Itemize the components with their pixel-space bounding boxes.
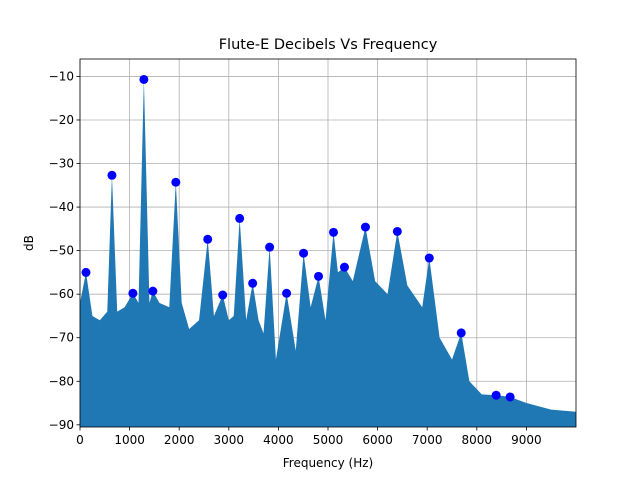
y-tick-label: −90 [49, 418, 74, 432]
x-tick-label: 0 [76, 433, 84, 447]
peak-marker [171, 177, 181, 187]
x-tick-label: 9000 [511, 433, 542, 447]
peak-marker [107, 170, 117, 180]
x-tick-label: 3000 [214, 433, 245, 447]
peak-marker [360, 222, 370, 232]
x-tick-label: 1000 [114, 433, 145, 447]
spectrum-area [80, 79, 576, 427]
peak-marker [456, 328, 466, 338]
peak-marker [81, 267, 91, 277]
peak-marker [235, 213, 245, 223]
peak-marker [148, 286, 158, 296]
peak-marker [299, 248, 309, 258]
x-tick-label: 4000 [263, 433, 294, 447]
peak-marker [218, 290, 228, 300]
peak-marker [139, 74, 149, 84]
peak-marker [329, 227, 339, 237]
peak-marker [282, 288, 292, 298]
x-tick-label: 6000 [362, 433, 393, 447]
y-tick-label: −30 [49, 157, 74, 171]
y-tick-label: −50 [49, 244, 74, 258]
peak-marker [491, 390, 501, 400]
x-axis-label: Frequency (Hz) [283, 456, 374, 470]
x-tick-label: 8000 [462, 433, 493, 447]
peak-marker [392, 226, 402, 236]
peak-marker [424, 253, 434, 263]
peak-marker [248, 278, 258, 288]
y-tick-label: −80 [49, 374, 74, 388]
x-tick-label: 7000 [412, 433, 443, 447]
peak-marker [314, 271, 324, 281]
chart-title: Flute-E Decibels Vs Frequency [219, 37, 438, 53]
x-tick-label: 2000 [164, 433, 195, 447]
y-tick-label: −60 [49, 287, 74, 301]
y-tick-label: −10 [49, 69, 74, 83]
y-tick-label: −20 [49, 113, 74, 127]
peak-marker [203, 234, 213, 244]
y-axis-label: dB [22, 235, 36, 251]
peak-marker [265, 242, 275, 252]
peak-marker [505, 392, 515, 402]
peak-marker [128, 288, 138, 298]
y-tick-label: −70 [49, 331, 74, 345]
y-tick-label: −40 [49, 200, 74, 214]
x-tick-label: 5000 [313, 433, 344, 447]
peak-marker [339, 262, 349, 272]
